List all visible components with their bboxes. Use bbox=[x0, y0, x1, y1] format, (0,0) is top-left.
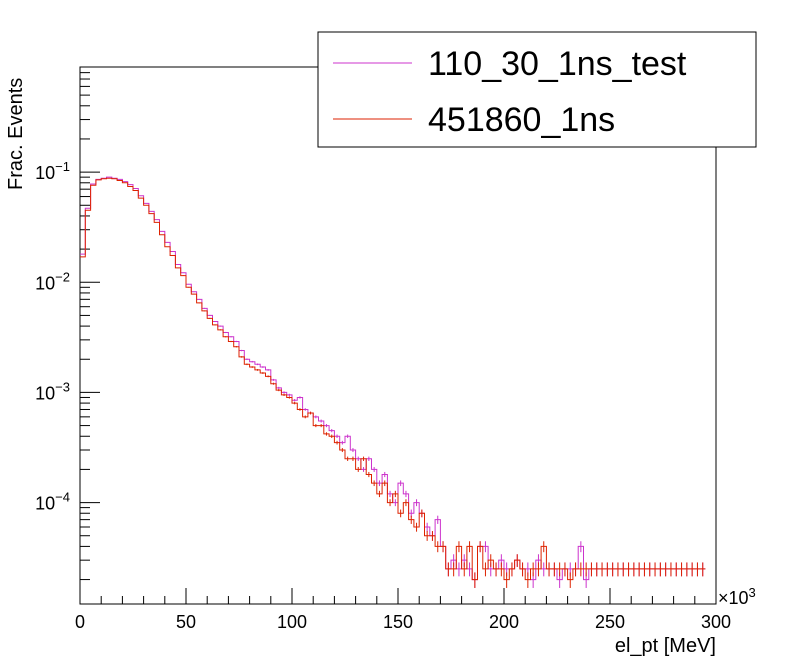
x-axis-multiplier-base: ×10 bbox=[718, 588, 749, 608]
legend-box bbox=[317, 31, 757, 148]
y-tick-label: 10−4 bbox=[35, 490, 70, 514]
legend-label-1: 451860_1ns bbox=[428, 101, 615, 139]
x-tick-label: 0 bbox=[75, 612, 85, 632]
x-axis-multiplier: ×103 bbox=[718, 585, 756, 608]
y-tick-exp: −3 bbox=[55, 379, 70, 394]
y-tick-base: 10 bbox=[35, 383, 55, 403]
x-tick-label: 300 bbox=[701, 612, 731, 632]
x-tick-label: 250 bbox=[595, 612, 625, 632]
series-layer bbox=[80, 176, 706, 588]
x-axis-multiplier-exp: 3 bbox=[749, 585, 756, 600]
plot-frame bbox=[79, 66, 717, 605]
axis-ticks bbox=[79, 66, 717, 604]
y-tick-exp: −1 bbox=[55, 159, 70, 174]
y-tick-label: 10−2 bbox=[35, 269, 70, 293]
x-tick-label: 100 bbox=[277, 612, 307, 632]
legend-label-0: 110_30_1ns_test bbox=[428, 45, 687, 83]
y-tick-base: 10 bbox=[35, 273, 55, 293]
legend: 110_30_1ns_test 451860_1ns bbox=[317, 31, 757, 148]
series-1 bbox=[80, 177, 706, 588]
y-tick-label: 10−1 bbox=[35, 159, 70, 183]
series-line bbox=[80, 177, 706, 581]
x-axis-title: el_pt [MeV] bbox=[615, 635, 716, 657]
y-tick-label: 10−3 bbox=[35, 379, 70, 403]
y-tick-exp: −2 bbox=[55, 269, 70, 284]
x-tick-label: 50 bbox=[176, 612, 196, 632]
y-tick-base: 10 bbox=[35, 494, 55, 514]
y-tick-base: 10 bbox=[35, 163, 55, 183]
x-tick-label: 150 bbox=[383, 612, 413, 632]
y-tick-exp: −4 bbox=[55, 490, 70, 505]
y-axis-title: Frac. Events bbox=[5, 78, 27, 190]
x-tick-label: 200 bbox=[489, 612, 519, 632]
